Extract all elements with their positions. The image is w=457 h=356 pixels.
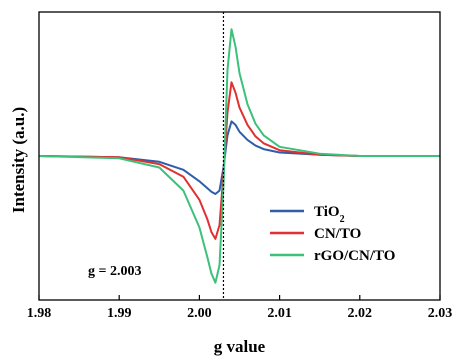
plot-frame [38, 11, 441, 301]
series-line-0 [38, 120, 440, 195]
legend-label-1: CN/TO [314, 226, 361, 242]
x-tick-label-0: 1.98 [27, 306, 52, 321]
g-value-annotation: g = 2.003 [88, 264, 141, 279]
legend-label-0: TiO2 [314, 204, 345, 225]
legend-label-2: rGO/CN/TO [314, 248, 395, 264]
x-tick-label-5: 2.03 [428, 306, 453, 321]
x-tick-label-3: 2.01 [267, 306, 292, 321]
series-layer [38, 28, 440, 284]
x-axis-title: g value [214, 337, 266, 356]
series-line-1 [38, 81, 440, 240]
series-line-2 [38, 28, 440, 284]
x-tick-label-2: 2.00 [187, 306, 212, 321]
x-tick-label-4: 2.02 [348, 306, 373, 321]
y-axis-title: Intensity (a.u.) [9, 107, 28, 213]
x-axis-ticks: 1.98 1.99 2.00 2.01 2.02 2.03 [27, 295, 453, 321]
x-tick-label-1: 1.99 [107, 306, 132, 321]
